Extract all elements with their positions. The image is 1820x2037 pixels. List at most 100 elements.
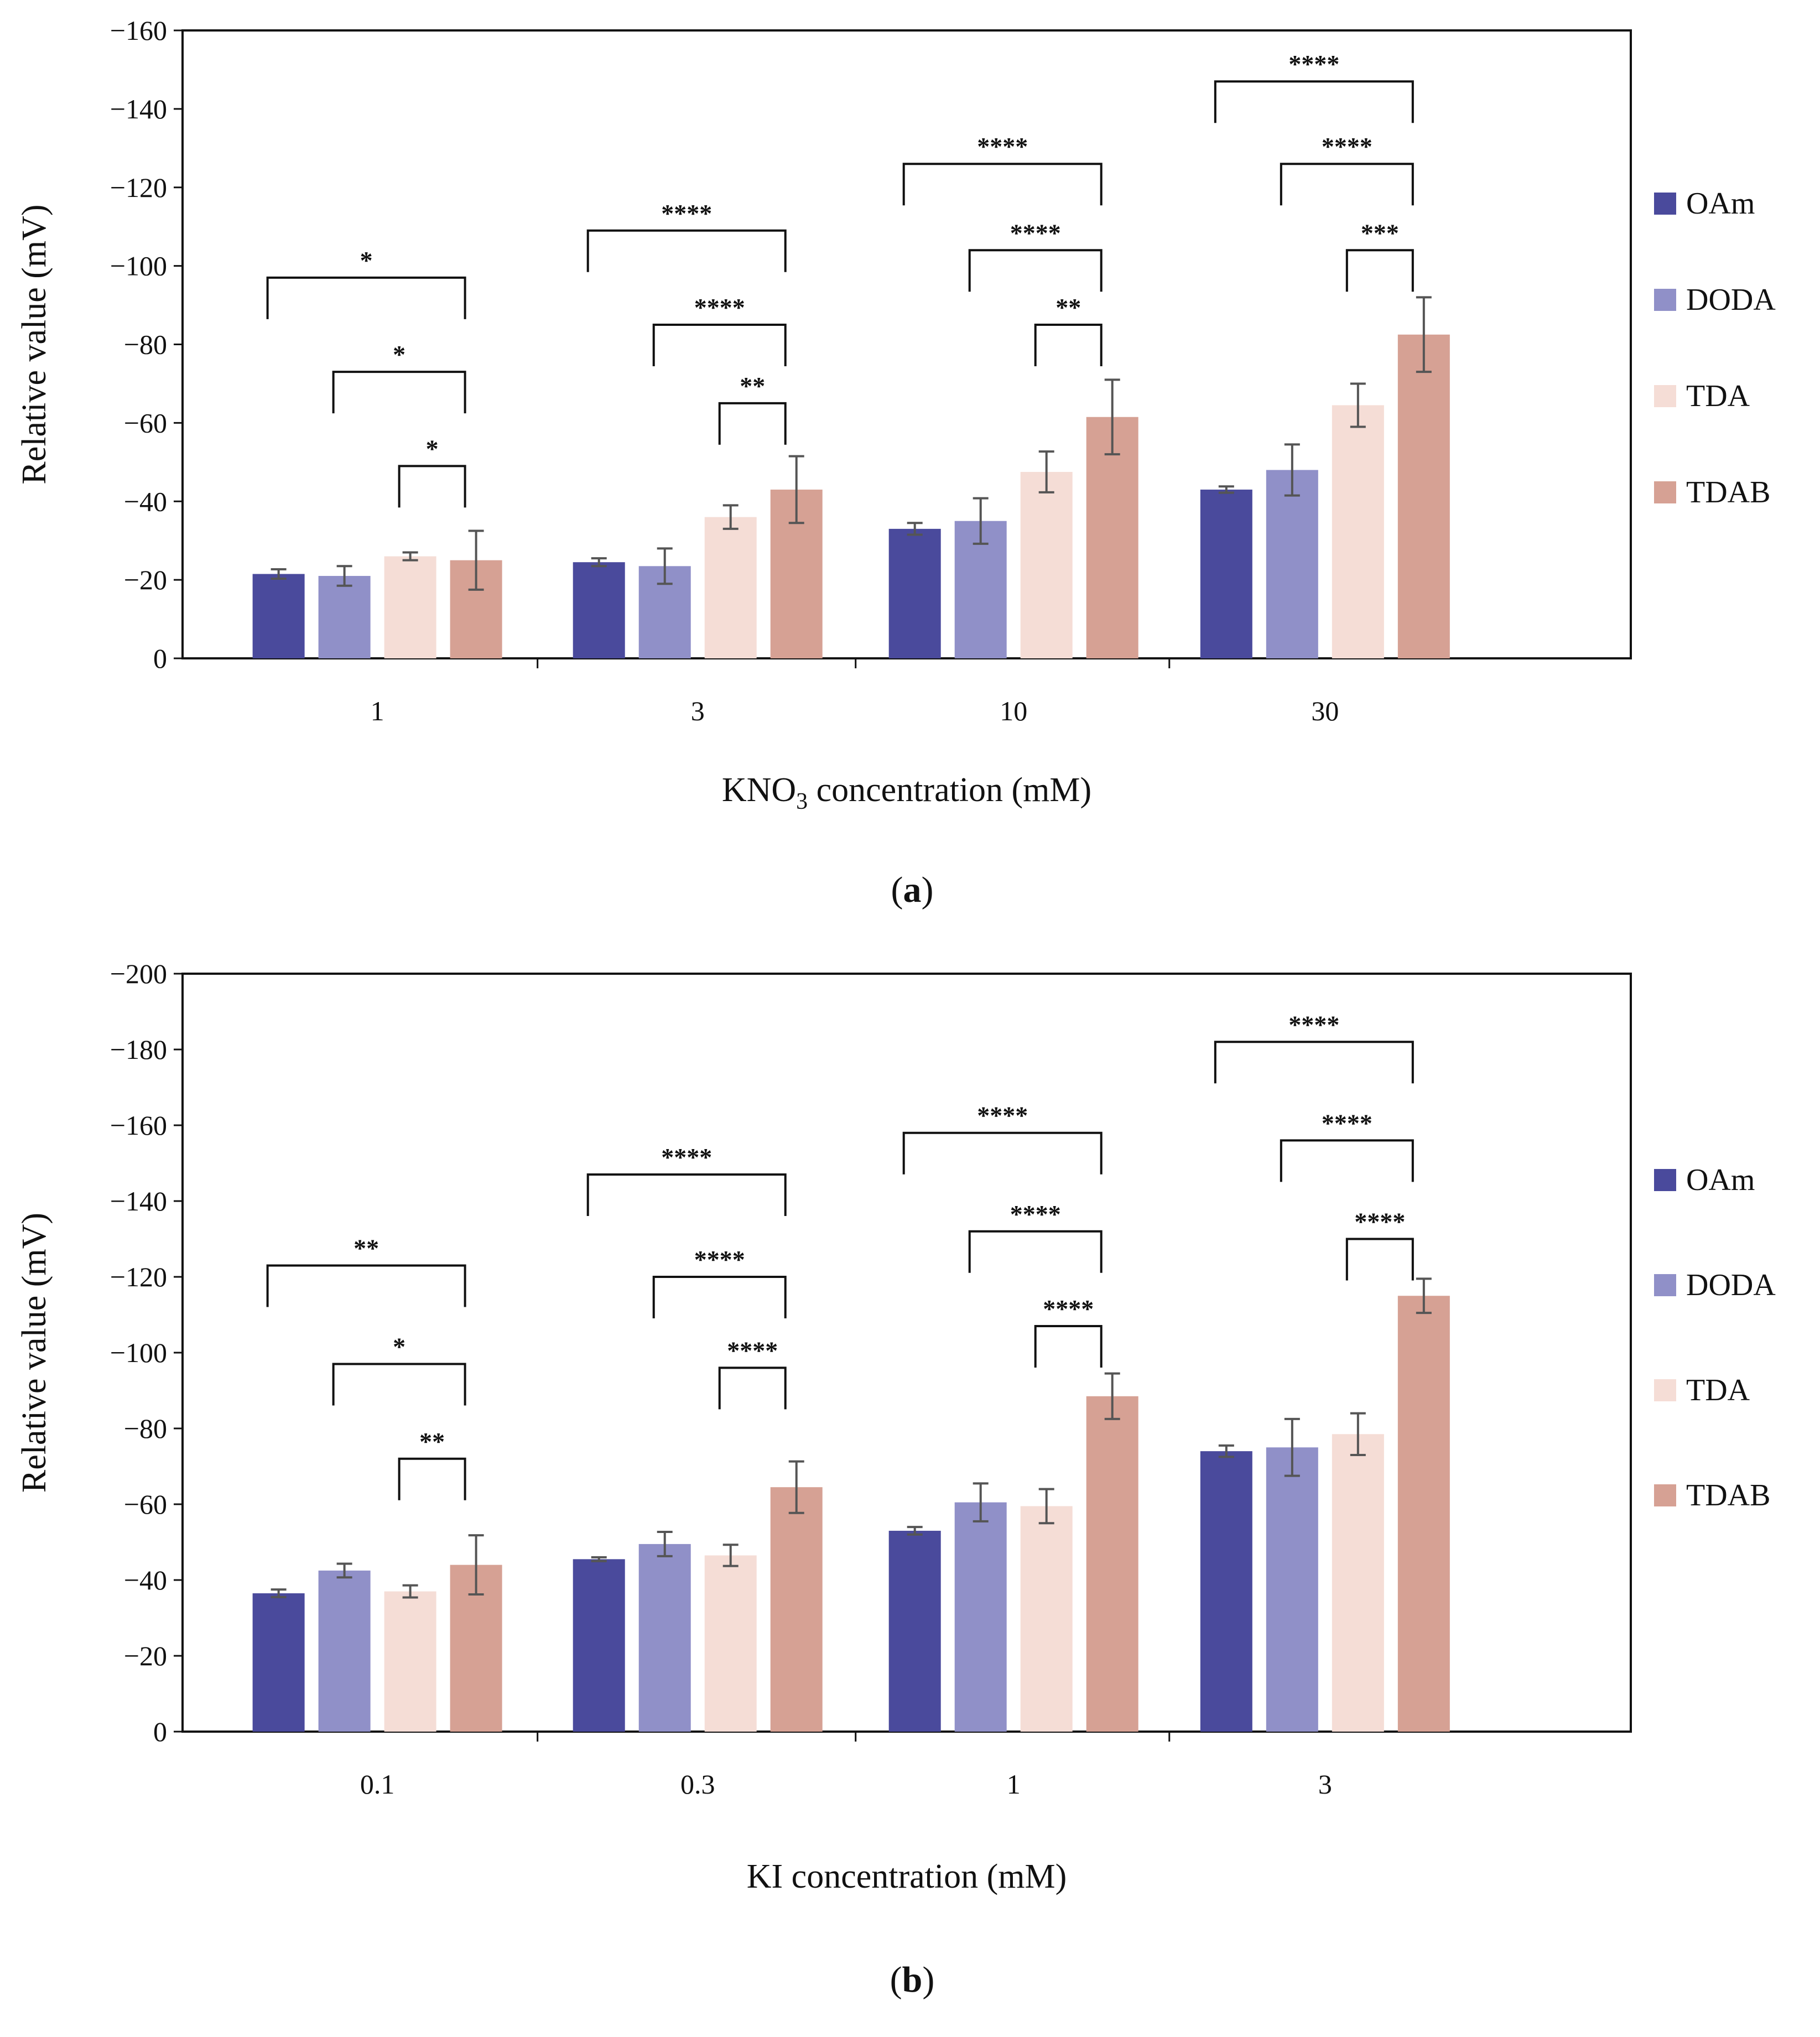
significance-bracket xyxy=(1214,1041,1414,1084)
bar-tda-0 xyxy=(384,556,436,658)
legend-label-oam: OAm xyxy=(1686,1163,1755,1197)
y-tick-label: −40 xyxy=(124,486,167,517)
legend-label-tda: TDA xyxy=(1686,379,1750,413)
significance-label: **** xyxy=(1288,50,1339,78)
y-tick-label: −80 xyxy=(124,329,167,360)
significance-label: **** xyxy=(1322,132,1372,160)
significance-bracket xyxy=(398,1457,466,1500)
bar-tda-2 xyxy=(1020,472,1073,658)
x-tick-label: 30 xyxy=(1311,695,1339,726)
bar-oam-3 xyxy=(1200,1451,1252,1732)
y-tick-label: −80 xyxy=(124,1413,167,1444)
significance-label: ** xyxy=(419,1427,445,1456)
y-tick-label: −120 xyxy=(110,172,167,203)
bar-doda-3 xyxy=(1266,1447,1318,1732)
x-tick-label: 0.3 xyxy=(680,1769,715,1800)
y-tick-label: −100 xyxy=(110,1337,167,1368)
significance-label: **** xyxy=(1010,1200,1061,1228)
significance-bracket xyxy=(1034,1325,1103,1368)
significance-label: **** xyxy=(1010,219,1061,247)
panel-label: (b) xyxy=(890,1960,935,2000)
x-tick-label: 3 xyxy=(1318,1769,1332,1800)
significance-label: **** xyxy=(977,1101,1028,1130)
bar-doda-0 xyxy=(318,1570,371,1732)
bar-tda-3 xyxy=(1332,405,1384,658)
significance-bracket xyxy=(1280,1139,1414,1182)
bar-oam-2 xyxy=(888,528,941,658)
y-tick-label: −140 xyxy=(110,93,167,124)
y-tick-label: −160 xyxy=(110,1110,167,1141)
significance-bracket xyxy=(902,163,1103,206)
significance-label: **** xyxy=(694,293,745,321)
significance-label: **** xyxy=(1354,1208,1405,1236)
significance-label: ** xyxy=(740,372,765,400)
significance-bracket xyxy=(398,465,466,508)
significance-label: **** xyxy=(1043,1295,1094,1323)
bar-tdab-1 xyxy=(770,1487,823,1732)
significance-label: * xyxy=(393,1333,405,1361)
legend-swatch-oam xyxy=(1654,193,1676,215)
legend-label-oam: OAm xyxy=(1686,186,1755,221)
x-tick-label: 1 xyxy=(371,695,384,726)
x-tick-label: 10 xyxy=(1000,695,1027,726)
x-tick-label: 3 xyxy=(691,695,705,726)
bar-tda-1 xyxy=(704,517,757,658)
legend-swatch-tdab xyxy=(1654,481,1676,503)
bar-doda-1 xyxy=(638,1544,691,1732)
significance-bracket xyxy=(1280,163,1414,206)
significance-bracket xyxy=(968,249,1103,292)
chart-panel-b: 0 −20 −40 −60 −80 −100 −120 −140 −160 −180 −200 0.1… xyxy=(15,958,1776,2000)
significance-bracket xyxy=(902,1131,1103,1175)
significance-label: **** xyxy=(661,199,712,227)
significance-label: * xyxy=(360,246,373,274)
significance-bracket xyxy=(652,324,787,367)
significance-bracket xyxy=(1345,249,1414,292)
panel-label-open: ( xyxy=(890,1960,902,2000)
significance-bracket xyxy=(1214,80,1414,123)
significance-bracket xyxy=(718,1366,787,1410)
panel-label-open: ( xyxy=(891,870,903,910)
y-tick-label: −100 xyxy=(110,251,167,282)
significance-bracket xyxy=(586,1173,787,1217)
legend-swatch-doda xyxy=(1654,289,1676,311)
significance-label: * xyxy=(426,434,439,463)
significance-bracket xyxy=(332,1363,466,1406)
x-axis-title-main: KI concentration (mM) xyxy=(747,1858,1067,1895)
significance-bracket xyxy=(968,1230,1103,1273)
panel-label-letter: a xyxy=(903,870,922,910)
bar-tda-0 xyxy=(384,1591,436,1732)
y-tick-label: 0 xyxy=(153,643,167,674)
significance-label: * xyxy=(393,340,405,368)
y-tick-label: −20 xyxy=(124,564,167,595)
significance-label: **** xyxy=(727,1336,778,1364)
bar-tdab-3 xyxy=(1397,1296,1450,1732)
legend-label-tda: TDA xyxy=(1686,1373,1750,1407)
legend-swatch-oam xyxy=(1654,1169,1676,1191)
y-axis-title: Relative value (mV) xyxy=(15,204,53,484)
legend-label-tdab: TDAB xyxy=(1686,1478,1770,1513)
x-axis-title: KI concentration (mM) xyxy=(747,1858,1067,1895)
x-axis-title-main: KNO xyxy=(722,771,796,809)
y-tick-label: 0 xyxy=(153,1716,167,1747)
bar-tdab-3 xyxy=(1397,334,1450,658)
significance-label: **** xyxy=(694,1245,745,1274)
bar-tdab-2 xyxy=(1086,417,1138,658)
x-axis-title-rest: concentration (mM) xyxy=(808,771,1091,809)
significance-bracket xyxy=(652,1276,787,1318)
significance-label: **** xyxy=(661,1143,712,1171)
significance-bracket xyxy=(586,229,787,272)
significance-label: ** xyxy=(353,1234,379,1262)
bar-oam-2 xyxy=(888,1530,941,1732)
significance-bracket xyxy=(266,1264,466,1307)
significance-label: **** xyxy=(1288,1010,1339,1038)
bar-oam-1 xyxy=(573,562,625,658)
bar-oam-1 xyxy=(573,1559,625,1732)
bar-tda-3 xyxy=(1332,1434,1384,1732)
significance-label: ** xyxy=(1055,293,1081,321)
bar-tda-1 xyxy=(704,1555,757,1732)
panel-label-close: ) xyxy=(922,1960,934,2000)
bar-doda-3 xyxy=(1266,470,1318,658)
x-axis-title: KNO3 concentration (mM) xyxy=(722,771,1091,814)
